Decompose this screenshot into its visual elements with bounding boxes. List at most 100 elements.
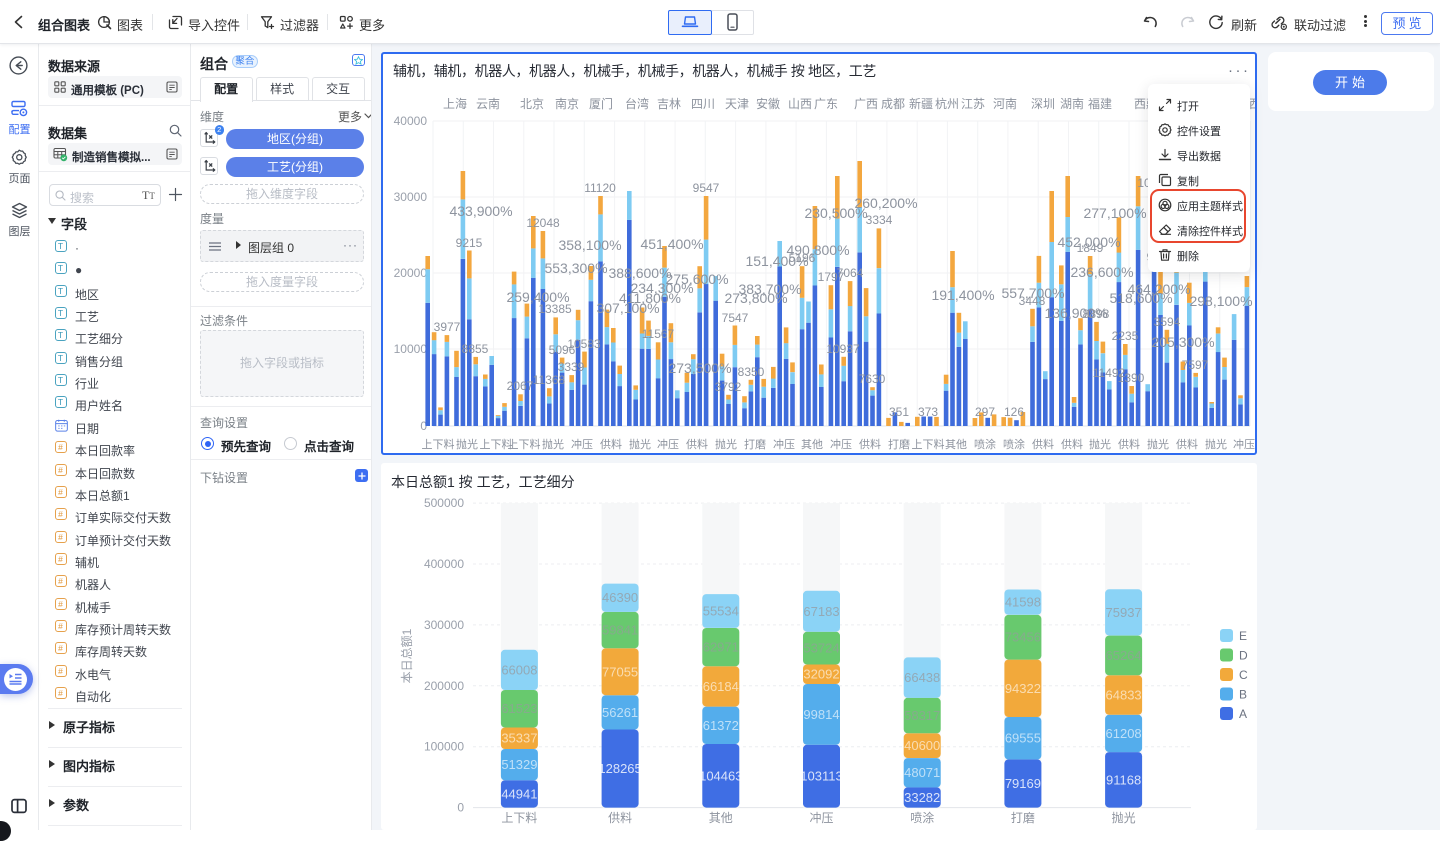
svg-text:供料: 供料 (1061, 437, 1083, 451)
svg-text:11368: 11368 (533, 373, 566, 387)
svg-text:E: E (1239, 629, 1247, 643)
svg-text:10000: 10000 (394, 342, 428, 356)
svg-text:抛光: 抛光 (456, 437, 478, 451)
svg-text:抛光: 抛光 (629, 437, 651, 451)
svg-text:1797: 1797 (818, 270, 845, 284)
svg-text:抛光: 抛光 (1112, 810, 1136, 825)
svg-text:388,600%: 388,600% (608, 265, 671, 281)
svg-text:上下料: 上下料 (912, 437, 945, 451)
svg-text:打磨: 打磨 (744, 437, 766, 451)
svg-text:南京: 南京 (555, 96, 579, 111)
svg-text:51329: 51329 (501, 757, 537, 772)
svg-text:安徽: 安徽 (756, 96, 780, 111)
svg-text:上下料: 上下料 (501, 811, 537, 825)
svg-text:成都: 成都 (881, 97, 905, 111)
svg-text:126: 126 (1004, 405, 1024, 419)
svg-text:230,500%: 230,500% (804, 205, 867, 221)
svg-text:411,800%: 411,800% (619, 290, 681, 306)
svg-text:8898: 8898 (1083, 307, 1110, 321)
svg-text:77055: 77055 (602, 664, 638, 679)
svg-text:35337: 35337 (501, 731, 537, 746)
svg-text:46390: 46390 (602, 590, 638, 605)
svg-text:11120: 11120 (584, 181, 616, 195)
svg-text:277,100%: 277,100% (1083, 205, 1146, 221)
svg-text:236,600%: 236,600% (1070, 264, 1133, 280)
svg-text:广西: 广西 (854, 97, 878, 111)
svg-text:300000: 300000 (424, 618, 464, 632)
svg-text:104463: 104463 (699, 768, 742, 783)
svg-text:上下料: 上下料 (480, 437, 513, 451)
svg-text:冲压: 冲压 (809, 810, 833, 825)
svg-text:297: 297 (975, 405, 995, 419)
svg-text:3448: 3448 (1019, 294, 1046, 308)
svg-text:供料: 供料 (859, 437, 881, 451)
svg-text:490,800%: 490,800% (786, 242, 849, 258)
svg-text:冲压: 冲压 (657, 437, 679, 451)
svg-text:3594: 3594 (1154, 315, 1181, 329)
svg-text:53724: 53724 (803, 641, 839, 656)
svg-text:41598: 41598 (1005, 595, 1041, 610)
svg-text:553,300%: 553,300% (544, 260, 607, 276)
svg-text:7547: 7547 (722, 311, 749, 325)
svg-text:79169: 79169 (1005, 776, 1041, 791)
svg-text:福建: 福建 (1088, 96, 1112, 111)
svg-text:供料: 供料 (1032, 437, 1054, 451)
svg-text:30000: 30000 (394, 190, 428, 204)
svg-text:其他: 其他 (801, 438, 823, 451)
svg-text:62971: 62971 (703, 640, 739, 655)
svg-text:3339: 3339 (558, 360, 585, 374)
svg-text:打磨: 打磨 (888, 437, 910, 451)
svg-text:冲压: 冲压 (830, 437, 852, 451)
svg-text:其他: 其他 (709, 811, 733, 825)
svg-text:20000: 20000 (394, 266, 428, 280)
svg-text:10583: 10583 (567, 337, 601, 351)
svg-text:69555: 69555 (1005, 731, 1041, 746)
svg-text:供料: 供料 (1176, 437, 1198, 451)
svg-text:抛光: 抛光 (1205, 437, 1227, 451)
svg-text:373: 373 (918, 405, 938, 419)
svg-text:100000: 100000 (424, 740, 464, 754)
svg-text:64833: 64833 (1106, 688, 1142, 703)
svg-text:0: 0 (420, 419, 427, 433)
svg-text:上海: 上海 (443, 96, 467, 111)
svg-text:307,100%: 307,100% (596, 300, 659, 316)
svg-text:452,000%: 452,000% (1057, 234, 1120, 250)
svg-text:其他: 其他 (945, 438, 967, 451)
svg-text:四川: 四川 (691, 97, 715, 111)
svg-text:259,400%: 259,400% (506, 289, 569, 305)
svg-text:供料: 供料 (608, 811, 632, 825)
svg-text:99814: 99814 (803, 707, 839, 722)
svg-text:喷涂: 喷涂 (1003, 437, 1025, 451)
svg-text:56261: 56261 (602, 705, 638, 720)
svg-text:供料: 供料 (686, 437, 708, 451)
svg-text:94322: 94322 (1005, 681, 1041, 696)
svg-text:33282: 33282 (904, 790, 940, 805)
svg-text:32092: 32092 (803, 667, 839, 682)
svg-text:205,300%: 205,300% (1151, 334, 1214, 350)
svg-text:抛光: 抛光 (542, 437, 564, 451)
svg-text:深圳: 深圳 (1031, 97, 1055, 111)
svg-text:3792: 3792 (715, 380, 742, 394)
svg-text:冲压: 冲压 (571, 437, 593, 451)
svg-text:本日总额1: 本日总额1 (400, 628, 414, 683)
svg-text:451,400%: 451,400% (640, 236, 703, 252)
svg-text:上下料: 上下料 (508, 437, 541, 451)
svg-text:13385: 13385 (538, 302, 572, 316)
svg-text:B: B (1239, 688, 1247, 702)
svg-text:48071: 48071 (904, 765, 940, 780)
svg-text:351: 351 (889, 405, 909, 419)
svg-text:10937: 10937 (826, 342, 860, 356)
svg-text:200000: 200000 (424, 679, 464, 693)
svg-text:12048: 12048 (526, 216, 560, 230)
svg-text:61208: 61208 (1106, 726, 1142, 741)
svg-text:103113: 103113 (800, 769, 842, 784)
svg-text:冲压: 冲压 (773, 437, 795, 451)
svg-text:260,200%: 260,200% (854, 195, 917, 211)
svg-text:298,100%: 298,100% (1189, 293, 1252, 309)
svg-text:557,700%: 557,700% (1001, 285, 1064, 301)
svg-text:打磨: 打磨 (1011, 811, 1035, 825)
svg-text:40000: 40000 (394, 114, 428, 128)
svg-text:66184: 66184 (703, 679, 739, 694)
svg-text:1390: 1390 (1118, 371, 1145, 385)
svg-text:136,900%: 136,900% (1044, 305, 1107, 321)
